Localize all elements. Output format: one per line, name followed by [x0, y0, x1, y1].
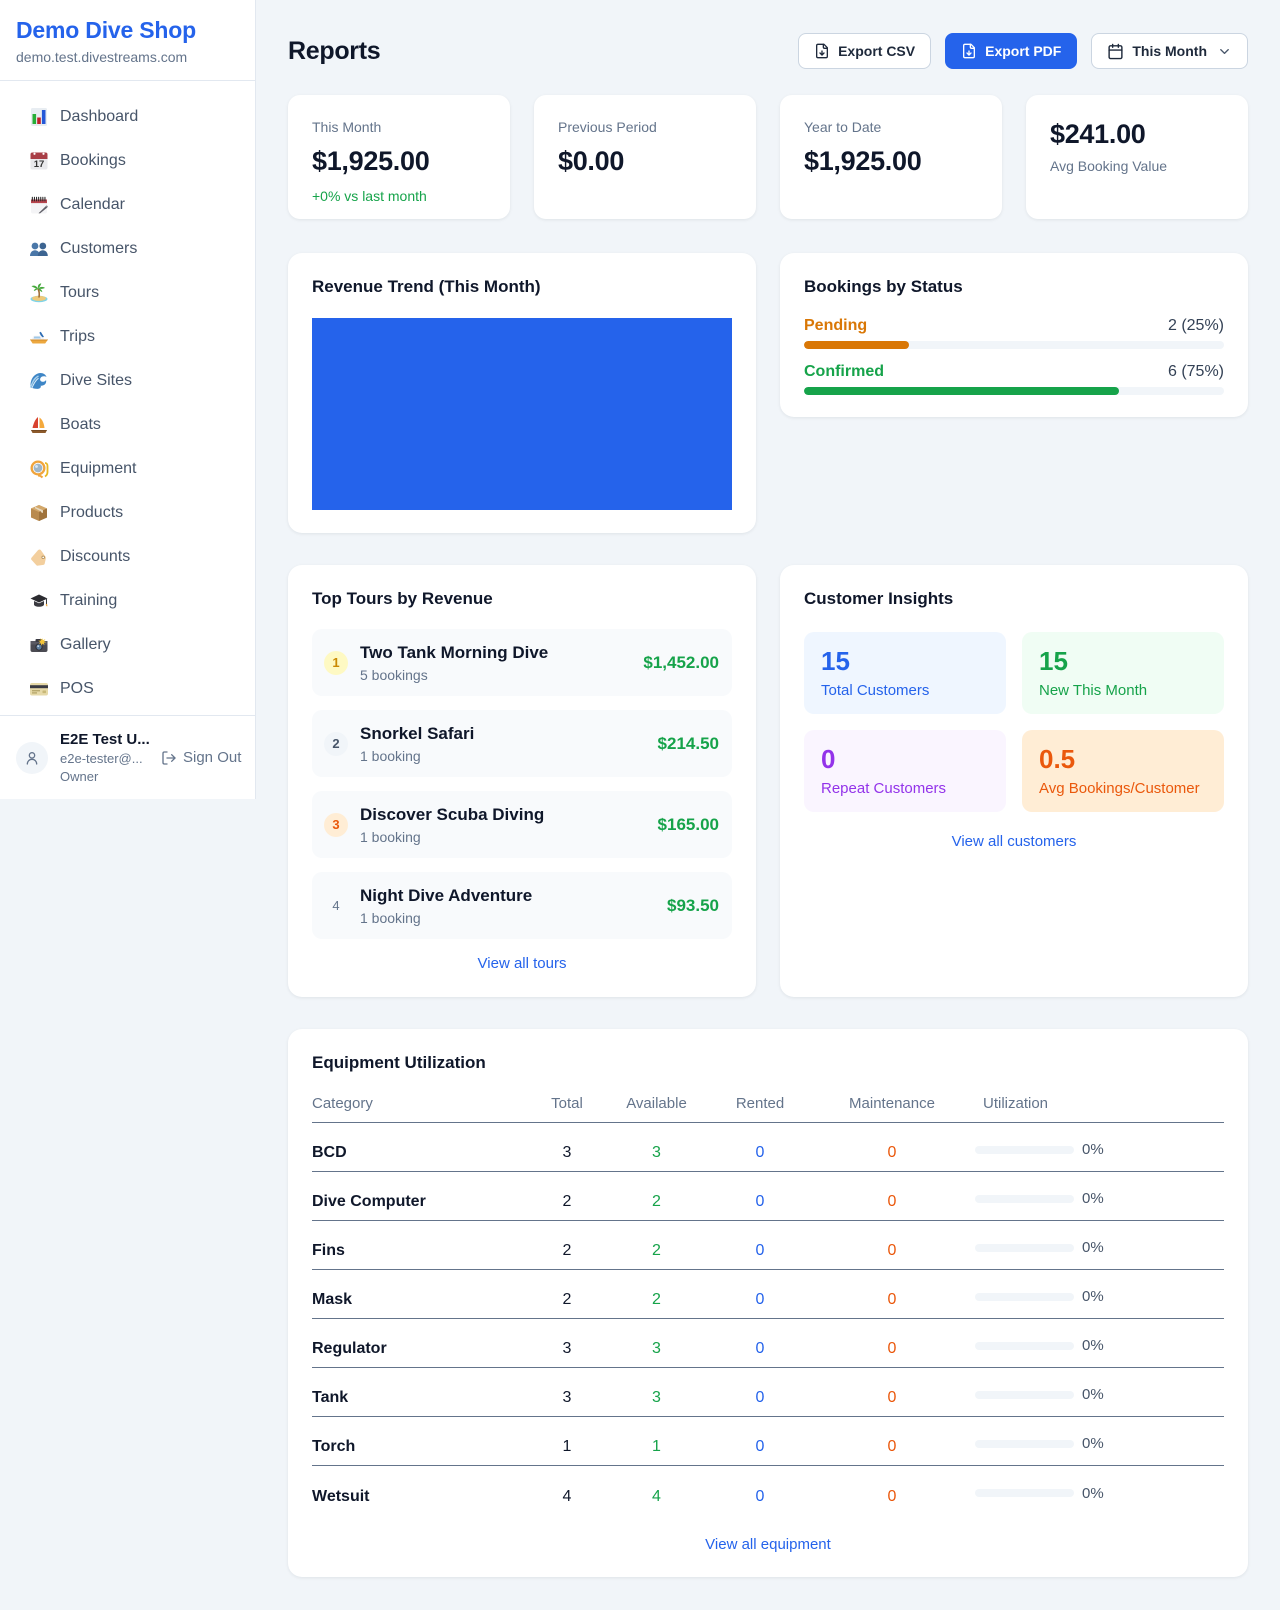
svg-text:17: 17 — [33, 159, 44, 170]
